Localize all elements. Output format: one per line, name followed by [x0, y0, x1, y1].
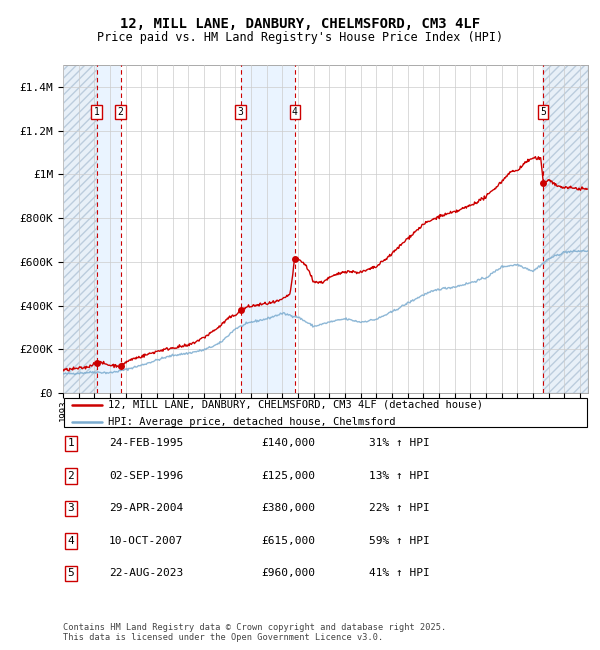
Text: 22-AUG-2023: 22-AUG-2023: [109, 568, 184, 578]
Text: 29-APR-2004: 29-APR-2004: [109, 503, 184, 514]
Text: 5: 5: [540, 107, 546, 117]
Text: 4: 4: [292, 107, 298, 117]
Text: 02-SEP-1996: 02-SEP-1996: [109, 471, 184, 481]
Text: 13% ↑ HPI: 13% ↑ HPI: [369, 471, 430, 481]
Text: 10-OCT-2007: 10-OCT-2007: [109, 536, 184, 546]
Bar: [63, 65, 97, 393]
Text: £380,000: £380,000: [261, 503, 315, 514]
Text: 5: 5: [67, 568, 74, 578]
Bar: [241, 65, 295, 393]
Text: £615,000: £615,000: [261, 536, 315, 546]
Text: 1: 1: [67, 438, 74, 448]
Text: 24-FEB-1995: 24-FEB-1995: [109, 438, 184, 448]
Text: £960,000: £960,000: [261, 568, 315, 578]
Text: Contains HM Land Registry data © Crown copyright and database right 2025.
This d: Contains HM Land Registry data © Crown c…: [63, 623, 446, 642]
Text: 41% ↑ HPI: 41% ↑ HPI: [369, 568, 430, 578]
Text: 12, MILL LANE, DANBURY, CHELMSFORD, CM3 4LF (detached house): 12, MILL LANE, DANBURY, CHELMSFORD, CM3 …: [107, 400, 482, 410]
Bar: [543, 65, 588, 393]
Text: HPI: Average price, detached house, Chelmsford: HPI: Average price, detached house, Chel…: [107, 417, 395, 427]
Text: 22% ↑ HPI: 22% ↑ HPI: [369, 503, 430, 514]
Text: Price paid vs. HM Land Registry's House Price Index (HPI): Price paid vs. HM Land Registry's House …: [97, 31, 503, 44]
Text: 2: 2: [118, 107, 124, 117]
FancyBboxPatch shape: [64, 398, 587, 428]
Text: £140,000: £140,000: [261, 438, 315, 448]
Text: 3: 3: [238, 107, 244, 117]
Text: 1: 1: [94, 107, 100, 117]
Text: £125,000: £125,000: [261, 471, 315, 481]
Text: 2: 2: [67, 471, 74, 481]
Text: 4: 4: [67, 536, 74, 546]
Text: 3: 3: [67, 503, 74, 514]
Text: 59% ↑ HPI: 59% ↑ HPI: [369, 536, 430, 546]
Text: 12, MILL LANE, DANBURY, CHELMSFORD, CM3 4LF: 12, MILL LANE, DANBURY, CHELMSFORD, CM3 …: [120, 17, 480, 31]
Bar: [97, 65, 121, 393]
Text: 31% ↑ HPI: 31% ↑ HPI: [369, 438, 430, 448]
